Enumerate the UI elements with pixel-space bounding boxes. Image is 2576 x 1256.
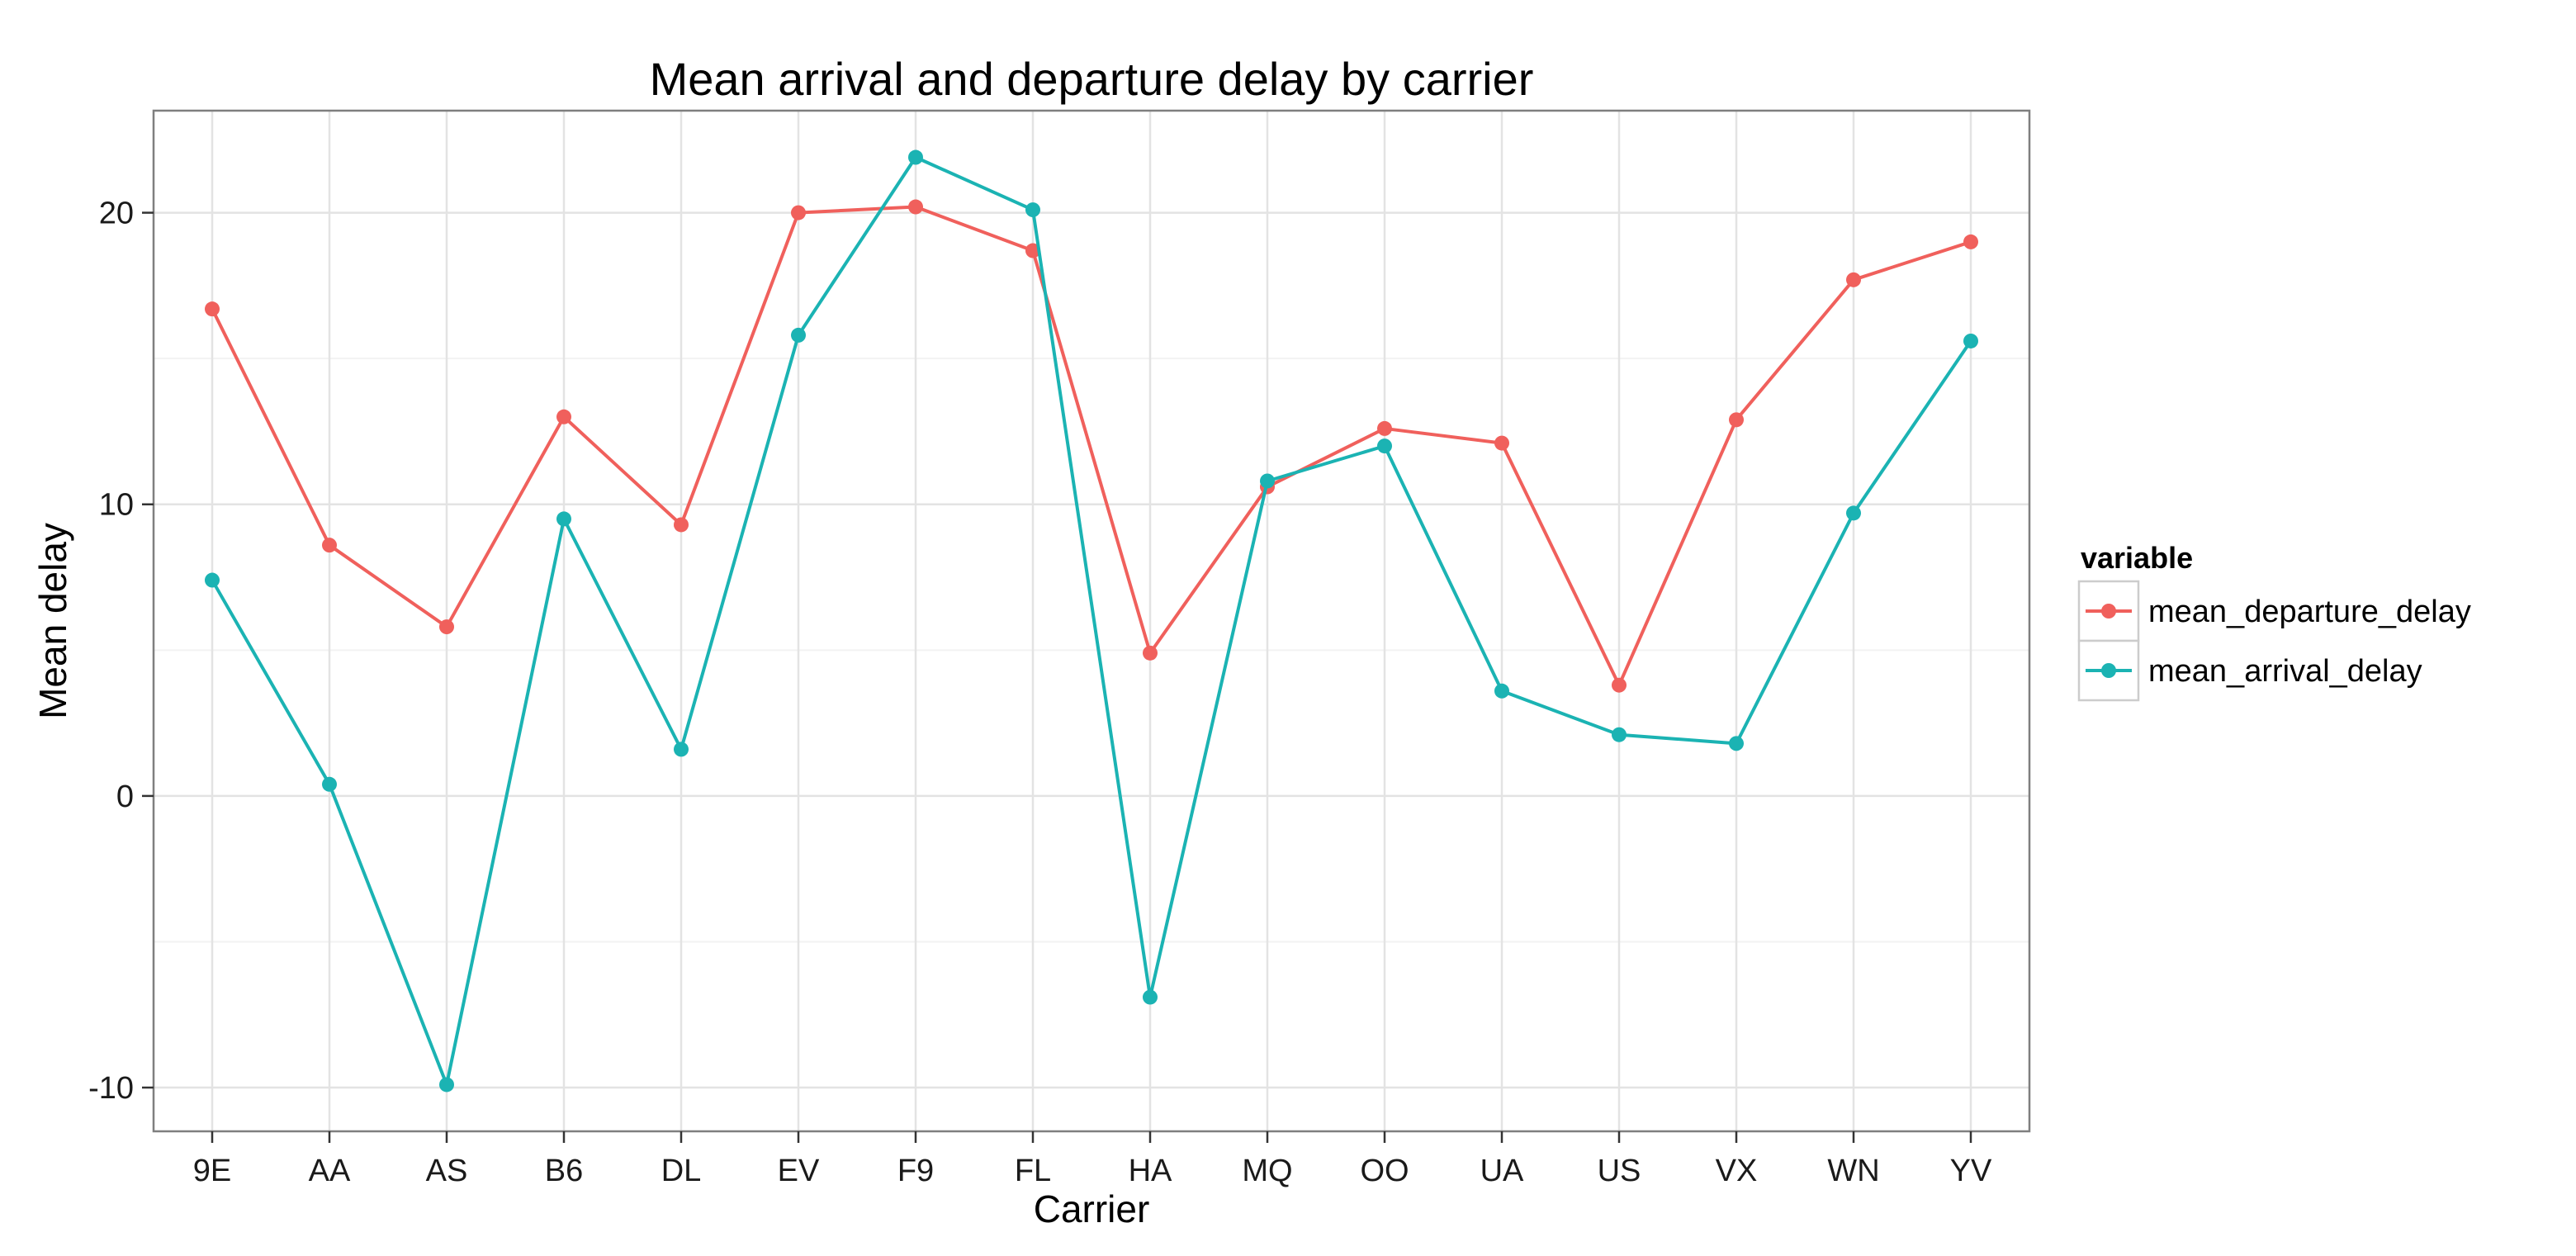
data-point-mean_departure_delay bbox=[1377, 420, 1392, 436]
x-tick-label: MQ bbox=[1242, 1154, 1292, 1188]
data-point-mean_departure_delay bbox=[1143, 645, 1158, 661]
data-point-mean_departure_delay bbox=[908, 199, 923, 215]
y-tick-label: 10 bbox=[99, 488, 134, 523]
plot-border bbox=[152, 109, 2031, 1133]
data-point-mean_arrival_delay bbox=[205, 572, 220, 588]
data-point-mean_arrival_delay bbox=[1143, 989, 1158, 1005]
data-point-mean_departure_delay bbox=[1612, 677, 1627, 693]
plot-area: -10 0 10 20 9E AA AS B6 DL EV F9 FL HA MQ OO UA US VX WN YV bbox=[88, 109, 2031, 1188]
data-point-mean_departure_delay bbox=[322, 538, 337, 553]
data-point-mean_departure_delay bbox=[556, 409, 571, 424]
x-tick-label: FL bbox=[1015, 1154, 1051, 1188]
legend-key-point bbox=[2101, 663, 2116, 678]
x-tick-label: HA bbox=[1129, 1154, 1172, 1188]
legend-label: mean_arrival_delay bbox=[2148, 654, 2422, 689]
x-axis-title: Carrier bbox=[1034, 1187, 1150, 1230]
legend-label: mean_departure_delay bbox=[2148, 595, 2471, 629]
y-tick-label: 0 bbox=[116, 780, 134, 814]
data-point-mean_departure_delay bbox=[791, 205, 806, 220]
data-point-mean_departure_delay bbox=[1729, 412, 1744, 428]
series-line-mean_departure_delay bbox=[211, 205, 1972, 687]
data-point-mean_arrival_delay bbox=[1612, 727, 1627, 742]
data-point-mean_departure_delay bbox=[1494, 435, 1509, 451]
series-mean_departure_delay bbox=[205, 199, 1978, 693]
data-point-mean_departure_delay bbox=[439, 619, 454, 635]
data-point-mean_arrival_delay bbox=[1963, 333, 1978, 348]
data-point-mean_arrival_delay bbox=[1846, 505, 1861, 521]
data-point-mean_departure_delay bbox=[1963, 234, 1978, 249]
y-tick-label: 20 bbox=[99, 197, 134, 231]
x-tick-label: US bbox=[1598, 1154, 1641, 1188]
data-point-mean_departure_delay bbox=[1025, 243, 1040, 258]
legend-key-point bbox=[2101, 604, 2116, 619]
y-tick-label: -10 bbox=[88, 1071, 134, 1106]
x-tick-label: DL bbox=[661, 1154, 702, 1188]
x-tick-label: EV bbox=[778, 1154, 820, 1188]
data-point-mean_arrival_delay bbox=[1494, 683, 1509, 699]
y-axis-title: Mean delay bbox=[31, 523, 74, 719]
data-point-mean_arrival_delay bbox=[556, 511, 571, 527]
x-tick-label: UA bbox=[1480, 1154, 1524, 1188]
data-point-mean_arrival_delay bbox=[322, 776, 337, 792]
data-point-mean_arrival_delay bbox=[674, 742, 689, 757]
legend-title: variable bbox=[2081, 541, 2193, 575]
x-tick-label: OO bbox=[1360, 1154, 1409, 1188]
data-point-mean_departure_delay bbox=[205, 301, 220, 317]
series-line-mean_arrival_delay bbox=[211, 155, 1972, 1087]
data-point-mean_departure_delay bbox=[674, 517, 689, 533]
x-tick-label: F9 bbox=[897, 1154, 934, 1188]
x-tick-label: AS bbox=[426, 1154, 468, 1188]
legend: variable mean_departure_delay mean_arriva… bbox=[2077, 541, 2471, 702]
data-point-mean_arrival_delay bbox=[1260, 473, 1275, 489]
data-point-mean_arrival_delay bbox=[1025, 202, 1040, 218]
plot-panel bbox=[154, 111, 2029, 1131]
x-tick-label: YV bbox=[1950, 1154, 1992, 1188]
x-tick-label: 9E bbox=[193, 1154, 231, 1188]
x-tick-label: B6 bbox=[545, 1154, 583, 1188]
data-point-mean_arrival_delay bbox=[439, 1077, 454, 1092]
x-tick-label: WN bbox=[1827, 1154, 1879, 1188]
data-point-mean_arrival_delay bbox=[908, 149, 923, 165]
data-point-mean_arrival_delay bbox=[791, 327, 806, 343]
data-point-mean_arrival_delay bbox=[1729, 736, 1744, 751]
data-point-mean_arrival_delay bbox=[1377, 438, 1392, 454]
x-tick-label: VX bbox=[1716, 1154, 1758, 1188]
x-tick-label: AA bbox=[309, 1154, 351, 1188]
chart-title: Mean arrival and departure delay by carr… bbox=[650, 53, 1534, 105]
series-mean_arrival_delay bbox=[205, 149, 1978, 1092]
data-point-mean_departure_delay bbox=[1846, 272, 1861, 287]
